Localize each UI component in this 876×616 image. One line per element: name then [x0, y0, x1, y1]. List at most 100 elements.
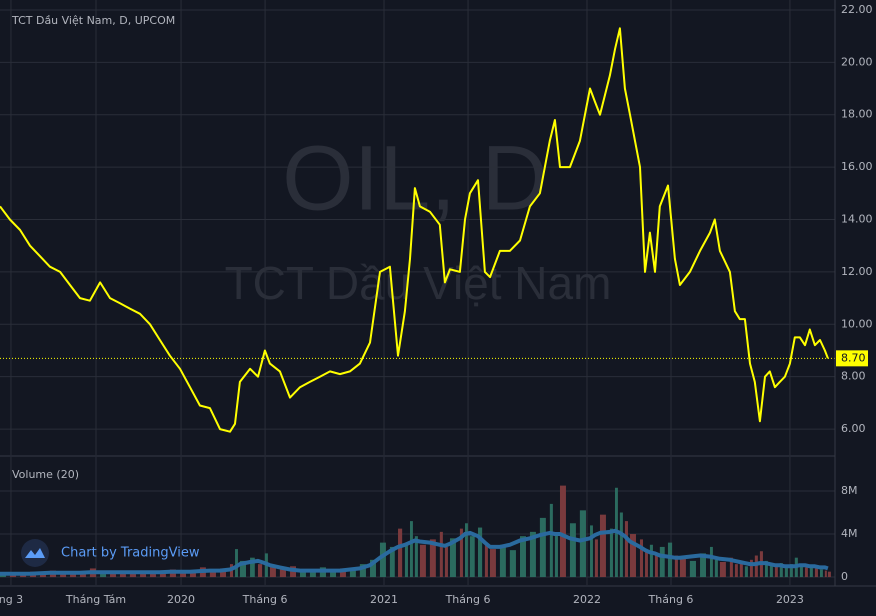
volume-bar [689, 560, 696, 578]
volume-bar [549, 503, 553, 578]
volume-bar [739, 560, 743, 578]
x-tick-label: ng 3 [0, 593, 23, 606]
x-tick-label: 2023 [776, 593, 804, 606]
watermark: OIL, D [282, 127, 548, 229]
volume-bar [809, 566, 813, 578]
volume-bar [20, 574, 27, 578]
volume-bar [579, 510, 586, 578]
volume-bar [489, 549, 496, 578]
volume-bar [679, 557, 686, 578]
volume-bar [654, 553, 658, 578]
volume-bar [39, 573, 46, 578]
volume-bar [719, 561, 726, 578]
watermark-subtitle: TCT Dầu Việt Nam [225, 257, 612, 309]
volume-bar [539, 517, 546, 578]
volume-bar [250, 557, 255, 578]
volume-bar [630, 534, 636, 578]
volume-bar [209, 571, 216, 578]
volume-bar [639, 539, 643, 578]
volume-bar [404, 544, 408, 578]
volume-bar [784, 567, 788, 578]
volume-bar [129, 572, 136, 578]
volume-bar [60, 572, 67, 578]
volume-bar [414, 536, 418, 578]
volume-bar [110, 573, 116, 578]
volume-bar [429, 539, 436, 578]
x-tick-label: Tháng Tám [65, 593, 126, 606]
volume-bar [645, 550, 648, 578]
last-price-box [836, 350, 868, 367]
volume-bar [819, 569, 823, 578]
volume-bar [359, 564, 366, 578]
volume-bar [769, 564, 773, 578]
volume-bar [100, 572, 107, 578]
volume-bar [339, 568, 346, 578]
last-price-label: 8.70 [841, 351, 866, 364]
y-tick-label: 20.00 [841, 55, 873, 68]
volume-bar [349, 569, 356, 578]
logo[interactable] [21, 539, 49, 567]
volume-bar [799, 565, 803, 578]
volume-bar [779, 563, 783, 578]
y-tick-label: 6.00 [841, 422, 866, 435]
volume-bar [279, 568, 286, 578]
volume-bar [235, 549, 238, 578]
volume-bar [754, 555, 758, 578]
y-tick-label: 18.00 [841, 108, 873, 121]
volume-bar [649, 544, 653, 578]
volume-bar [409, 521, 413, 578]
volume-title: Volume (20) [12, 468, 79, 481]
y-tick-label: 8M [841, 484, 858, 497]
volume-bar [379, 542, 386, 578]
volume-bar [667, 542, 673, 578]
attribution[interactable]: Chart by TradingView [61, 546, 200, 561]
volume-bar [827, 571, 831, 578]
volume-bar [569, 523, 576, 578]
volume-bar [330, 570, 336, 578]
y-tick-label: 10.00 [841, 317, 873, 330]
volume-bar [119, 571, 126, 578]
y-tick-label: 16.00 [841, 160, 873, 173]
x-tick-label: Tháng 6 [445, 593, 491, 606]
volume-bar [744, 566, 748, 578]
volume-bar [749, 559, 753, 578]
volume-bar [789, 564, 793, 578]
volume-bar [370, 559, 376, 578]
volume-bar [709, 546, 713, 578]
volume-bar [659, 546, 665, 578]
x-tick-label: 2020 [167, 593, 195, 606]
volume-bar [477, 527, 483, 578]
volume-bar [449, 538, 456, 578]
y-tick-label: 8.00 [841, 370, 866, 383]
x-tick-label: Tháng 6 [242, 593, 288, 606]
volume-bar [674, 555, 678, 578]
volume-bar [554, 534, 558, 578]
volume-ma-line [0, 528, 829, 576]
logo-icon[interactable] [25, 548, 45, 558]
volume-bar [714, 559, 718, 578]
volume-bar [590, 525, 593, 578]
volume-bar [389, 546, 395, 578]
volume-bar [509, 550, 516, 578]
volume-bar [609, 528, 613, 578]
volume-bar [519, 536, 526, 578]
chart-title: TCT Dầu Việt Nam, D, UPCOM [11, 14, 175, 27]
volume-bar [469, 536, 475, 578]
y-tick-label: 14.00 [841, 213, 873, 226]
y-tick-label: 4M [841, 527, 858, 540]
volume-bar [594, 539, 598, 578]
price-line [0, 27, 829, 433]
volume-bar [269, 566, 276, 578]
volume-bar [398, 528, 403, 578]
volume-bar [814, 568, 818, 578]
volume-bar [484, 542, 488, 578]
volume-bar [189, 570, 196, 578]
volume-bar [464, 523, 468, 578]
volume-bar [159, 571, 166, 578]
volume-bar [764, 560, 768, 578]
volume-bar [624, 521, 628, 578]
x-tick-label: 2022 [573, 593, 601, 606]
volume-bar [180, 572, 186, 578]
